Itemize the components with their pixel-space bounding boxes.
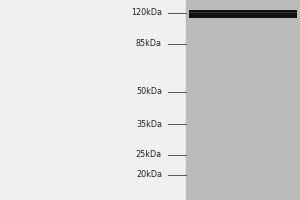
Text: 120kDa: 120kDa: [131, 8, 162, 17]
Bar: [189, 12, 297, 13]
Text: 20kDa: 20kDa: [136, 170, 162, 179]
Text: 85kDa: 85kDa: [136, 39, 162, 48]
Bar: [189, 10, 297, 18]
Text: 35kDa: 35kDa: [136, 120, 162, 129]
Bar: [186, 0, 300, 200]
Text: 50kDa: 50kDa: [136, 87, 162, 96]
Text: 25kDa: 25kDa: [136, 150, 162, 159]
Bar: [0, 0, 186, 200]
